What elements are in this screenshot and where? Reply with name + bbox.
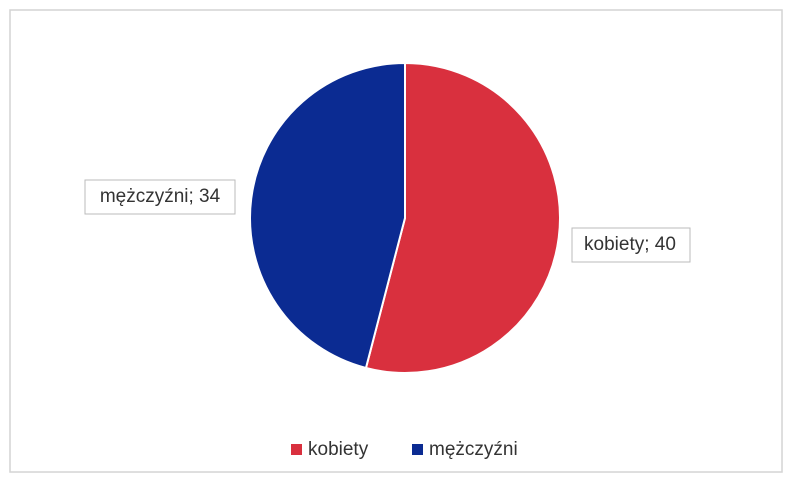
legend-swatch — [291, 444, 302, 455]
data-label: kobiety; 40 — [584, 234, 676, 255]
legend-label: kobiety — [308, 439, 369, 460]
legend-label: mężczyźni — [429, 439, 518, 460]
data-label: mężczyźni; 34 — [100, 186, 221, 207]
pie-slice — [248, 61, 406, 370]
data-label-box — [571, 227, 691, 263]
legend-swatch — [412, 444, 423, 455]
pie-slice — [364, 61, 561, 374]
data-label-box — [84, 179, 236, 215]
